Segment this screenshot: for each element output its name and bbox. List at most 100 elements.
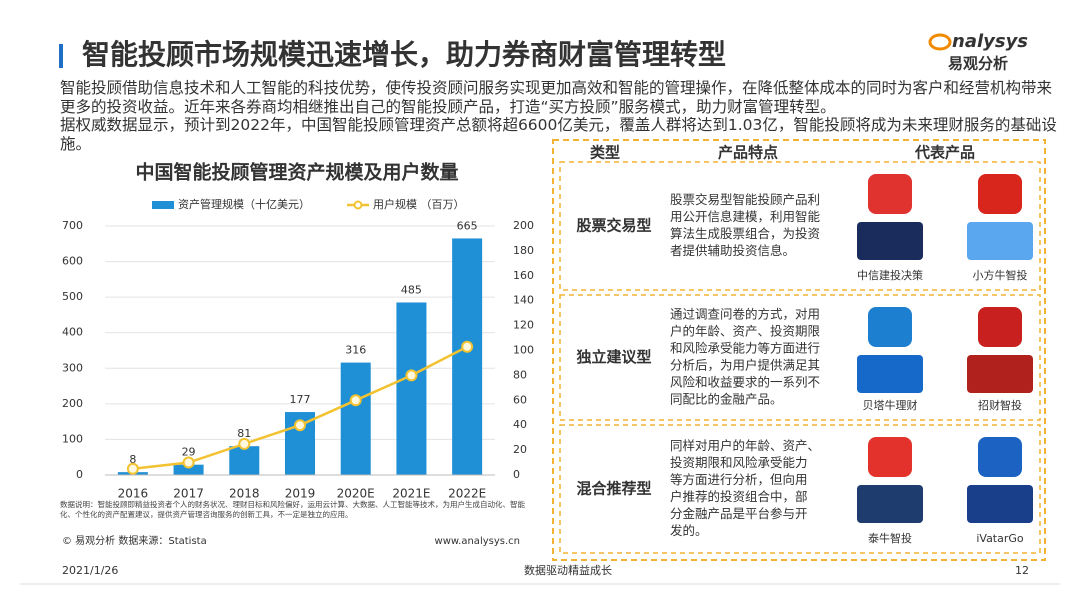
site: www.analysys.cn — [435, 536, 520, 547]
row-desc: 和风险承受能力等方面进行 — [670, 341, 820, 356]
product-name: 贝塔牛理财 — [863, 398, 918, 412]
logo-cn: 易观分析 — [948, 55, 1008, 73]
legend-swatch — [353, 200, 363, 210]
y2-tick-label: 160 — [513, 269, 534, 282]
row-desc: 者提供辅助投资信息。 — [670, 243, 795, 258]
intro-text: 智能投顾借助信息技术和人工智能的科技优势，使传投资顾问服务实现更加高效和智能的管… — [60, 79, 1060, 153]
x-tick-label: 2018 — [229, 487, 260, 501]
product-icon — [967, 222, 1033, 260]
bar-label: 665 — [457, 219, 478, 232]
row-frame — [559, 424, 1041, 554]
note-text: 数据说明：智能投顾即精益投资者个人的财务状况、理财目标和风险偏好，运用云计算、大… — [60, 500, 525, 519]
y2-tick-label: 0 — [513, 468, 520, 481]
y2-tick-label: 100 — [513, 344, 534, 357]
row-frame — [559, 161, 1041, 291]
product-name: iVatarGo — [976, 532, 1024, 545]
row-desc: 同配比的金融产品。 — [670, 392, 783, 407]
product-icon — [978, 437, 1022, 477]
footer-slogan: 数据驱动精益成长 — [524, 563, 612, 577]
row-type: 混合推荐型 — [576, 480, 651, 498]
row-desc: 发的。 — [670, 523, 708, 538]
bar-label: 485 — [401, 283, 422, 296]
bar — [340, 362, 371, 475]
bar — [173, 464, 204, 475]
paragraph: 据权威数据显示，预计到2022年，中国智能投顾管理资产总额将超6600亿美元，覆… — [60, 116, 1057, 153]
line-point — [349, 394, 362, 407]
legend-swatch — [152, 201, 174, 209]
y2-tick-label: 40 — [513, 418, 527, 431]
y2-tick-label: 60 — [513, 393, 527, 406]
y2-tick-label: 120 — [513, 319, 534, 332]
line-point — [405, 369, 418, 382]
table-frame — [552, 139, 1046, 561]
x-tick-label: 2017 — [173, 487, 204, 501]
chart-note: 数据说明：智能投顾即精益投资者个人的财务状况、理财目标和风险偏好，运用云计算、大… — [60, 500, 525, 519]
row-desc: 投资期限和风险承受能力 — [670, 455, 808, 470]
chart-title: 中国智能投顾管理资产规模及用户数量 — [135, 161, 458, 184]
y2-tick-label: 140 — [513, 294, 534, 307]
row-desc: 等方面进行分析，但向用 — [670, 472, 808, 487]
y-tick-label: 300 — [62, 361, 83, 374]
y2-tick-label: 180 — [513, 244, 534, 257]
product-icon — [967, 355, 1033, 393]
title-bar — [59, 44, 63, 68]
table-header: 类型 — [590, 144, 620, 162]
x-tick-label: 2020E — [337, 487, 375, 501]
y-tick-label: 200 — [62, 397, 83, 410]
line-point — [461, 340, 474, 353]
line-point — [182, 456, 195, 469]
row-desc: 通过调查问卷的方式，对用 — [670, 307, 820, 322]
bar — [229, 446, 260, 475]
bar-label: 8 — [129, 453, 136, 466]
y-tick-label: 0 — [76, 468, 83, 481]
row-desc: 用公开信息建模，利用智能 — [670, 209, 821, 224]
row-desc: 算法生成股票组合，为投资 — [670, 226, 820, 241]
x-tick-label: 2016 — [118, 487, 149, 501]
bar-label: 316 — [345, 344, 366, 357]
logo-mark — [928, 33, 952, 51]
row-desc: 风险和收益要求的一系列不 — [670, 375, 820, 390]
legend-label: 资产管理规模（十亿美元） — [178, 197, 310, 211]
product-icon — [857, 355, 923, 393]
product-icon — [978, 307, 1022, 347]
y-tick-label: 100 — [62, 432, 83, 445]
bar-label: 81 — [237, 427, 251, 440]
product-name: 泰牛智投 — [868, 531, 912, 545]
product-icon — [857, 222, 923, 260]
bar-label: 29 — [182, 446, 196, 459]
row-frame — [559, 294, 1041, 421]
product-name: 招财智投 — [978, 398, 1022, 412]
line-point — [238, 437, 251, 450]
row-desc: 分金融产品是平台参与开 — [670, 506, 808, 521]
y-tick-label: 700 — [62, 219, 83, 232]
product-icon — [868, 307, 912, 347]
bar — [396, 302, 427, 475]
row-type: 股票交易型 — [576, 217, 651, 235]
line-point — [126, 462, 139, 475]
product-name: 中信建投决策 — [857, 268, 923, 282]
source: © 易观分析 数据来源：Statista — [62, 534, 207, 547]
slide-title: 智能投顾市场规模迅速增长，助力券商财富管理转型 — [82, 38, 726, 71]
product-icon — [857, 485, 923, 523]
y-tick-label: 400 — [62, 326, 83, 339]
product-icon — [868, 437, 912, 477]
paragraph: 智能投顾借助信息技术和人工智能的科技优势，使传投资顾问服务实现更加高效和智能的管… — [60, 79, 1053, 116]
footer-date: 2021/1/26 — [62, 564, 118, 577]
row-desc: 户推荐的投资组合中，部 — [670, 489, 808, 504]
row-desc: 分析后，为用户提供满足其 — [670, 358, 820, 373]
row-type: 独立建议型 — [576, 348, 651, 366]
x-tick-label: 2019 — [285, 487, 316, 501]
y2-tick-label: 80 — [513, 368, 527, 381]
x-tick-label: 2021E — [392, 487, 430, 501]
line-point — [294, 419, 306, 432]
product-name: 小方牛智投 — [973, 268, 1028, 282]
product-icon — [967, 485, 1033, 523]
y2-tick-label: 20 — [513, 443, 527, 456]
row-desc: 同样对用户的年龄、资产、 — [670, 438, 820, 453]
logo-en: nalysys — [952, 31, 1028, 52]
row-desc: 股票交易型智能投顾产品利 — [670, 192, 820, 207]
row-desc: 户的年龄、资产、投资期限 — [670, 324, 821, 339]
y2-tick-label: 200 — [513, 219, 534, 232]
